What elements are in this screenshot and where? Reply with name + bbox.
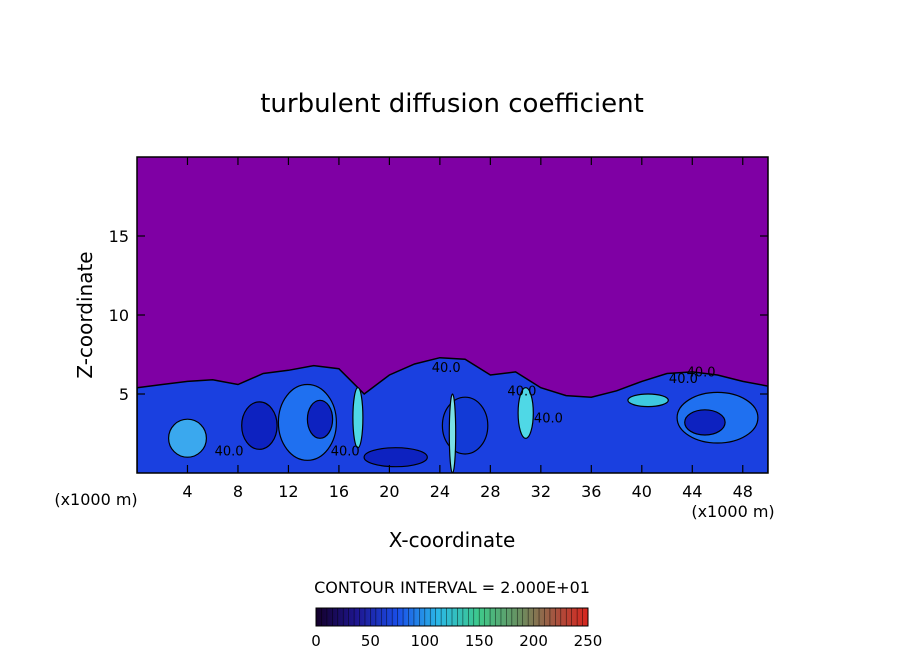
x-tick-label-44: 44	[682, 482, 702, 501]
x-tick-label-4: 4	[182, 482, 192, 501]
colorbar-tick-label-150: 150	[465, 632, 494, 650]
contour-label-2: 40.0	[432, 361, 461, 376]
x-tick-label-12: 12	[278, 482, 298, 501]
turbulent-layer	[137, 356, 768, 473]
x-tick-label-16: 16	[329, 482, 349, 501]
colorbar-tick-label-250: 250	[574, 632, 603, 650]
y-tick-label-15: 15	[109, 227, 129, 246]
contour-label-4: 40.0	[534, 411, 563, 426]
contour-labels: 40.0 40.040.040.040.040.040.0	[215, 361, 716, 460]
contour-interval-label: CONTOUR INTERVAL = 2.000E+01	[314, 578, 590, 597]
colorbar: 0 50 100 150 200 250	[311, 607, 602, 650]
x-tick-label-32: 32	[531, 482, 551, 501]
colorbar-tick-label-0: 0	[311, 632, 321, 650]
colorbar-tick-label-100: 100	[410, 632, 439, 650]
x-unit-left: (x1000 m)	[54, 490, 137, 509]
colorbar-tick-label-200: 200	[519, 632, 548, 650]
x-tick-label-36: 36	[581, 482, 601, 501]
x-tick-label-40: 40	[632, 482, 652, 501]
contour-label-0: 40.0	[215, 445, 244, 460]
eddy-6	[448, 393, 457, 473]
x-tick-label-20: 20	[379, 482, 399, 501]
eddy-structures	[168, 383, 759, 473]
colorbar-tick-label-50: 50	[361, 632, 380, 650]
colorbar-ticks: 0 50 100 150 200 250	[311, 632, 602, 650]
x-tick-label-8: 8	[233, 482, 243, 501]
x-unit-right: (x1000 m)	[691, 502, 774, 521]
eddy-7	[168, 418, 208, 458]
eddy-11	[363, 447, 428, 468]
x-tick-label-28: 28	[480, 482, 500, 501]
x-tick-label-48: 48	[733, 482, 753, 501]
eddy-2	[241, 401, 278, 450]
x-axis-label: X-coordinate	[389, 528, 516, 552]
colorbar-stripes	[321, 608, 583, 626]
contour-label-3: 40.0	[507, 385, 536, 400]
x-axis: 4 8 12 16 20 24 28 32 36 40 44 48	[182, 157, 753, 501]
eddy-4	[517, 387, 534, 439]
contour-label-6: 40.0	[687, 366, 716, 381]
y-axis-label: Z-coordinate	[73, 251, 97, 378]
y-tick-label-10: 10	[109, 306, 129, 325]
y-axis: 5 10 15	[109, 227, 768, 404]
x-tick-label-24: 24	[430, 482, 450, 501]
eddy-5	[352, 387, 364, 449]
eddy-10	[627, 393, 669, 408]
eddy-1	[306, 399, 334, 439]
chart-title: turbulent diffusion coefficient	[260, 89, 644, 119]
contour-label-1: 40.0	[331, 445, 360, 460]
eddy-9	[684, 409, 726, 436]
y-tick-label-5: 5	[119, 385, 129, 404]
contour-label-5: 40.0	[669, 372, 698, 387]
